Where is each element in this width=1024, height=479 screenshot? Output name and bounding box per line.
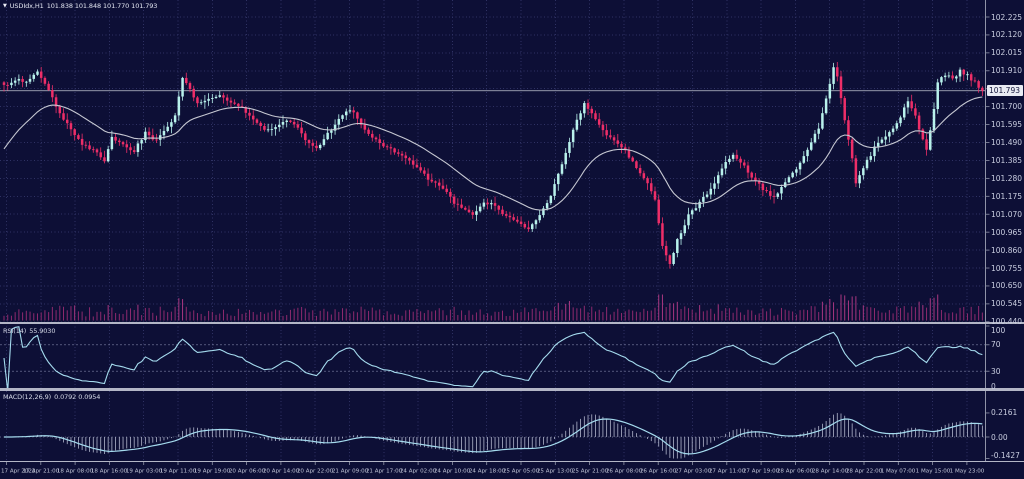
rsi-axis-label: 30 xyxy=(991,366,1001,376)
time-axis-label: 1 May 07:00 xyxy=(880,467,916,474)
rsi-axis-label: 0 xyxy=(991,382,996,391)
macd-axis-label: -0.1427 xyxy=(991,451,1020,460)
macd-indicator-label: MACD(12,26,9) 0.0792 0.0954 xyxy=(3,393,100,401)
time-axis-label: 21 Apr 09:00 xyxy=(331,467,368,474)
panel-separator-macd-timeaxis[interactable] xyxy=(0,460,1024,462)
time-axis-label: 24 Apr 02:00 xyxy=(399,467,437,474)
time-axis-label: 18 Apr 08:00 xyxy=(56,467,94,474)
time-axis-label: 20 Apr 14:00 xyxy=(262,467,300,474)
time-axis-label: 19 Apr 03:00 xyxy=(125,467,162,474)
macd-axis-label: 0.00 xyxy=(991,432,1008,442)
time-axis-label: 17 Apr 2023 xyxy=(1,467,36,474)
time-axis-label: 1 May 23:00 xyxy=(949,467,985,474)
price-axis-label: 100.545 xyxy=(991,299,1023,309)
price-axis-label: 100.860 xyxy=(991,245,1023,255)
time-axis-label: 28 Apr 22:00 xyxy=(845,467,883,474)
time-axis-label: 1 May 15:00 xyxy=(915,467,950,474)
rsi-value: 55.9030 xyxy=(29,327,56,335)
time-axis-label: 27 Apr 19:00 xyxy=(742,467,780,474)
chart-title: ▼ USDIdx,H1 101.838 101.848 101.770 101.… xyxy=(3,2,157,10)
rsi-indicator-label: RSI(14) 55.9030 xyxy=(3,327,55,335)
price-axis-label: 102.120 xyxy=(991,30,1023,40)
symbol-marker-icon: ▼ xyxy=(3,3,7,9)
ohlc-values: 101.838 101.848 101.770 101.793 xyxy=(46,2,158,10)
rsi-axis-label: 70 xyxy=(991,340,1001,350)
time-axis-label: 25 Apr 13:00 xyxy=(537,467,574,474)
time-axis-label: 20 Apr 22:00 xyxy=(297,467,334,474)
time-axis-label: 28 Apr 14:00 xyxy=(811,467,848,474)
time-axis-label: 19 Apr 19:00 xyxy=(194,467,231,474)
time-axis-label: 27 Apr 03:00 xyxy=(674,467,711,474)
rsi-name: RSI(14) xyxy=(3,327,27,335)
price-axis-label: 101.490 xyxy=(991,138,1023,147)
time-axis-label: 20 Apr 06:00 xyxy=(228,467,265,474)
macd-values: 0.0792 0.0954 xyxy=(54,393,101,401)
macd-name: MACD(12,26,9) xyxy=(3,393,52,401)
price-axis-label: 100.755 xyxy=(991,263,1023,273)
price-axis-label: 101.385 xyxy=(991,155,1023,165)
time-axis-label: 25 Apr 21:00 xyxy=(571,467,608,474)
panel-separator-rsi-macd[interactable] xyxy=(0,388,1024,391)
symbol-timeframe-label: USDIdx,H1 xyxy=(9,2,44,10)
time-axis-label: 17 Apr 21:00 xyxy=(22,467,59,474)
price-axis-label: 101.910 xyxy=(991,66,1023,76)
price-axis-label: 100.650 xyxy=(991,281,1023,291)
price-axis-label: 101.700 xyxy=(991,102,1023,112)
price-axis-label: 101.070 xyxy=(991,209,1023,219)
time-axis-label: 28 Apr 06:00 xyxy=(777,467,814,474)
price-axis-label: 100.965 xyxy=(991,227,1023,237)
time-axis-label: 18 Apr 16:00 xyxy=(91,467,128,474)
time-axis-label: 24 Apr 10:00 xyxy=(434,467,471,474)
panel-separator-main-rsi[interactable] xyxy=(0,321,1024,324)
time-axis-label: 21 Apr 17:00 xyxy=(365,467,402,474)
time-axis-label: 27 Apr 11:00 xyxy=(708,467,745,474)
price-axis-label: 101.175 xyxy=(991,191,1023,201)
time-axis-label: 26 Apr 16:00 xyxy=(640,467,677,474)
time-axis-label: 19 Apr 11:00 xyxy=(159,467,197,474)
price-axis-label: 101.595 xyxy=(991,120,1023,130)
current-price-tag: 101.793 xyxy=(986,85,1023,97)
price-axis-label: 102.225 xyxy=(991,12,1023,22)
price-axis-label: 102.015 xyxy=(991,48,1023,58)
macd-axis-label: 0.2161 xyxy=(991,408,1018,418)
price-axis-label: 101.280 xyxy=(991,173,1023,183)
price-axis-label: 100.440 xyxy=(991,317,1023,327)
time-axis-label: 25 Apr 05:00 xyxy=(502,467,540,474)
time-axis-label: 26 Apr 08:00 xyxy=(605,467,643,474)
time-axis-label: 24 Apr 18:00 xyxy=(468,467,505,474)
rsi-axis-label: 100 xyxy=(991,325,1006,335)
